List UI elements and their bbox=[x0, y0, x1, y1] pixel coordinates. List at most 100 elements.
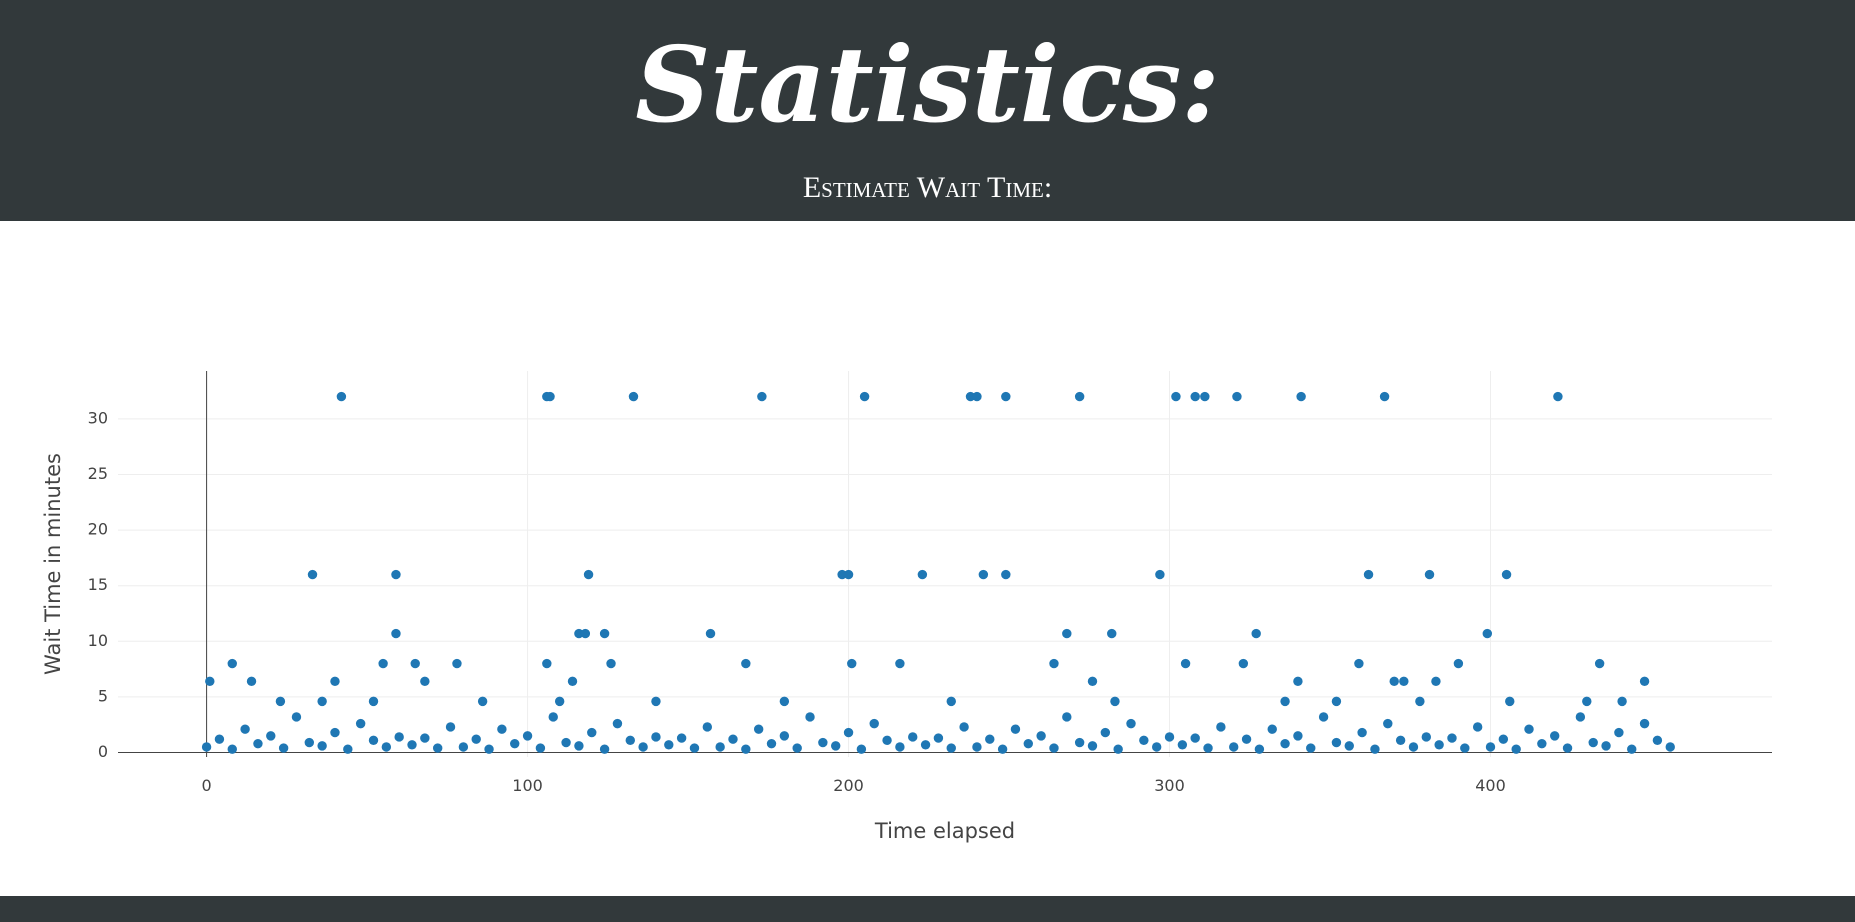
point bbox=[805, 712, 815, 722]
point bbox=[779, 696, 790, 707]
point bbox=[317, 696, 327, 707]
point bbox=[246, 676, 257, 687]
point bbox=[1254, 744, 1265, 754]
point bbox=[1434, 740, 1444, 750]
point bbox=[1251, 628, 1261, 639]
point bbox=[1639, 676, 1650, 687]
point bbox=[1421, 732, 1432, 742]
point bbox=[831, 741, 841, 751]
point bbox=[1062, 712, 1072, 722]
x-axis-label: Time elapsed bbox=[874, 819, 1015, 843]
point bbox=[240, 724, 250, 734]
y-tick-label: 20 bbox=[88, 520, 108, 539]
point bbox=[1139, 735, 1149, 746]
point bbox=[1177, 740, 1188, 750]
point bbox=[972, 391, 982, 402]
point bbox=[1549, 731, 1560, 741]
point bbox=[1318, 712, 1329, 722]
point bbox=[214, 734, 225, 744]
point bbox=[895, 658, 905, 669]
point bbox=[1354, 658, 1364, 669]
point bbox=[471, 734, 481, 744]
point bbox=[689, 743, 700, 753]
point bbox=[856, 744, 867, 754]
point bbox=[574, 741, 584, 751]
point bbox=[420, 676, 430, 687]
point bbox=[1639, 718, 1650, 729]
point bbox=[535, 743, 546, 753]
point bbox=[522, 731, 533, 741]
point bbox=[1460, 743, 1470, 753]
point bbox=[1383, 718, 1393, 729]
point bbox=[946, 696, 956, 707]
point bbox=[1370, 744, 1380, 754]
point bbox=[205, 676, 215, 687]
point bbox=[702, 722, 713, 732]
point bbox=[1399, 676, 1409, 687]
point bbox=[1087, 741, 1098, 751]
x-tick-label: 300 bbox=[1154, 776, 1185, 795]
point bbox=[561, 737, 571, 748]
point bbox=[1293, 731, 1303, 741]
point bbox=[1665, 742, 1675, 752]
y-tick-label: 30 bbox=[88, 408, 108, 427]
point bbox=[1652, 735, 1663, 746]
point bbox=[741, 744, 751, 754]
y-tick-label: 25 bbox=[88, 464, 108, 483]
point bbox=[869, 718, 879, 729]
point bbox=[1501, 569, 1512, 580]
point bbox=[933, 733, 944, 743]
point bbox=[1331, 696, 1342, 707]
point bbox=[583, 569, 594, 580]
point bbox=[1293, 676, 1303, 687]
point bbox=[959, 722, 969, 732]
point bbox=[1074, 737, 1085, 748]
point bbox=[1395, 735, 1406, 746]
point bbox=[1280, 738, 1290, 749]
point bbox=[1241, 734, 1252, 744]
point bbox=[343, 744, 353, 754]
y-tick-label: 0 bbox=[98, 742, 108, 761]
point bbox=[1306, 743, 1316, 753]
point bbox=[420, 733, 430, 743]
point bbox=[1203, 743, 1213, 753]
point bbox=[859, 391, 870, 402]
point bbox=[972, 742, 982, 752]
point bbox=[606, 658, 616, 669]
point bbox=[1280, 696, 1290, 707]
point bbox=[908, 732, 918, 742]
point bbox=[1357, 727, 1367, 738]
point bbox=[766, 738, 777, 749]
x-tick-label: 0 bbox=[201, 776, 211, 795]
point bbox=[291, 712, 302, 722]
point bbox=[978, 569, 989, 580]
point bbox=[1505, 696, 1515, 707]
point bbox=[1594, 658, 1605, 669]
point bbox=[432, 743, 443, 753]
point bbox=[651, 696, 661, 707]
point bbox=[612, 718, 623, 729]
point bbox=[317, 741, 327, 751]
point bbox=[548, 712, 558, 722]
point bbox=[818, 737, 828, 748]
point bbox=[1232, 391, 1242, 402]
point bbox=[1107, 628, 1117, 639]
x-tick-label: 100 bbox=[512, 776, 543, 795]
x-tick-label: 400 bbox=[1475, 776, 1506, 795]
point bbox=[715, 742, 725, 752]
point bbox=[985, 734, 995, 744]
point bbox=[705, 628, 716, 639]
point bbox=[1190, 391, 1200, 402]
point bbox=[330, 676, 340, 687]
point bbox=[410, 658, 420, 669]
point bbox=[1424, 569, 1435, 580]
point bbox=[1113, 744, 1123, 754]
point bbox=[497, 724, 507, 734]
point bbox=[1164, 732, 1175, 742]
page-title: Statistics: bbox=[635, 23, 1220, 146]
point bbox=[1575, 712, 1586, 722]
point bbox=[510, 738, 520, 749]
point bbox=[843, 727, 854, 738]
point bbox=[638, 742, 648, 752]
point bbox=[882, 735, 892, 746]
